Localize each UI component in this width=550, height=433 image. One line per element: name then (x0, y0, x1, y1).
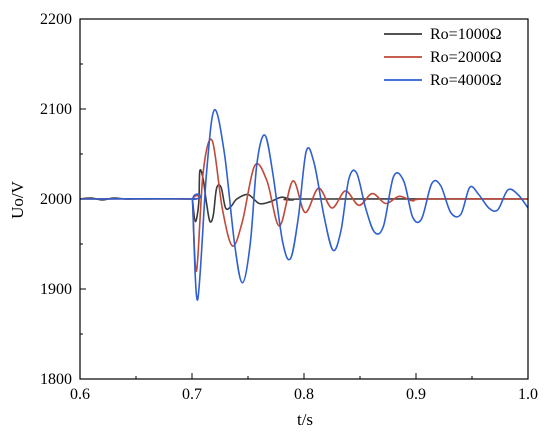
x-tick-label: 1.0 (518, 386, 538, 403)
x-axis-label: t/s (297, 410, 313, 429)
y-tick-label: 2000 (40, 191, 72, 208)
legend-label-3: Ro=4000Ω (430, 72, 502, 89)
x-tick-label: 0.7 (182, 386, 202, 403)
series-line-2 (79, 138, 529, 272)
legend: Ro=1000Ω Ro=2000Ω Ro=4000Ω (384, 26, 502, 89)
series-line-3 (79, 109, 529, 301)
x-tick-label: 0.6 (70, 386, 90, 403)
y-axis-label: Uo/V (8, 180, 27, 219)
y-tick-label: 2200 (40, 11, 72, 28)
x-tick-label: 0.9 (406, 386, 426, 403)
plot-frame (79, 18, 529, 380)
tick-labels: 0.6 0.7 0.8 0.9 1.0 1800 1900 2000 2100 2200 (40, 11, 538, 403)
x-tick-label: 0.8 (294, 386, 314, 403)
plot-lines (79, 109, 529, 301)
y-tick-label: 1900 (40, 281, 72, 298)
legend-label-2: Ro=2000Ω (430, 49, 502, 66)
y-tick-label: 1800 (40, 371, 72, 388)
legend-label-1: Ro=1000Ω (430, 26, 502, 43)
y-tick-label: 2100 (40, 101, 72, 118)
